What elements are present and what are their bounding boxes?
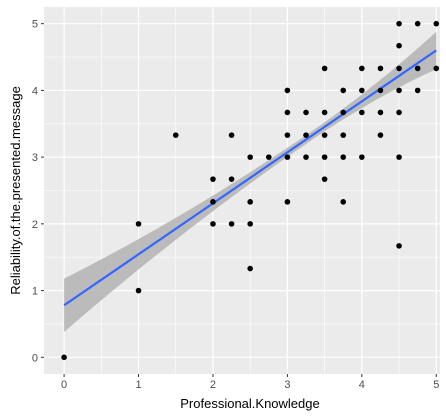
data-points [61, 20, 440, 361]
data-point [359, 65, 365, 72]
data-point [265, 154, 272, 160]
data-point [303, 132, 309, 138]
data-point [228, 221, 235, 227]
y-tick-label: 1 [32, 286, 38, 298]
data-point [359, 109, 365, 116]
x-tick-label: 3 [284, 379, 290, 391]
data-point [284, 199, 291, 205]
data-point [172, 132, 179, 138]
data-point [396, 243, 402, 249]
data-point [340, 132, 347, 138]
x-tick-label: 4 [359, 379, 365, 391]
data-point [321, 65, 328, 72]
x-tick-label: 1 [135, 379, 141, 391]
y-tick-label: 5 [32, 19, 38, 31]
data-point [321, 109, 328, 116]
data-point [321, 132, 328, 138]
data-point [210, 221, 216, 227]
x-tick-label: 2 [210, 379, 216, 391]
data-point [210, 199, 216, 205]
data-point [284, 87, 291, 94]
data-point [321, 176, 328, 182]
minor-gridlines [44, 7, 440, 374]
data-point [340, 199, 347, 205]
y-axis-title: Reliability.of.the.presented.message [8, 86, 23, 295]
data-point [340, 87, 347, 94]
data-point [359, 154, 365, 160]
confidence-band [64, 31, 437, 332]
data-point [210, 176, 216, 182]
data-point [284, 132, 291, 138]
x-tick-label: 0 [61, 379, 67, 391]
data-point [377, 65, 384, 72]
data-point [247, 199, 253, 205]
x-axis-ticks: 0 1 2 3 4 5 [61, 374, 439, 391]
data-point [433, 20, 440, 27]
regression-line [63, 49, 437, 307]
y-tick-label: 4 [32, 85, 38, 97]
data-point [247, 221, 253, 227]
data-point [340, 154, 347, 160]
data-point [247, 265, 253, 272]
data-point [61, 354, 67, 361]
data-point [414, 65, 421, 72]
data-point [396, 42, 402, 49]
data-point [396, 87, 402, 94]
data-point [433, 65, 440, 72]
x-axis-title: Professional.Knowledge [180, 396, 319, 411]
data-point [340, 109, 347, 116]
data-point [284, 154, 291, 160]
data-point [135, 287, 142, 294]
data-point [135, 221, 142, 227]
data-point [396, 109, 402, 116]
data-point [228, 176, 235, 182]
data-point [396, 154, 402, 160]
data-point [321, 154, 328, 160]
data-point [377, 87, 384, 94]
y-axis-ticks: 0 1 2 3 4 5 [32, 19, 44, 364]
y-tick-label: 0 [32, 352, 38, 364]
data-point [284, 109, 291, 116]
data-point [377, 132, 384, 138]
y-tick-label: 2 [32, 219, 38, 231]
x-tick-label: 5 [433, 379, 439, 391]
data-point [396, 20, 402, 27]
data-point [228, 132, 235, 138]
data-point [396, 65, 402, 72]
data-point [414, 87, 421, 94]
data-point [303, 154, 309, 160]
data-point [414, 20, 421, 27]
data-point [303, 109, 309, 116]
data-point [247, 154, 253, 160]
data-point [377, 109, 384, 116]
data-point [359, 87, 365, 94]
y-tick-label: 3 [32, 152, 38, 164]
